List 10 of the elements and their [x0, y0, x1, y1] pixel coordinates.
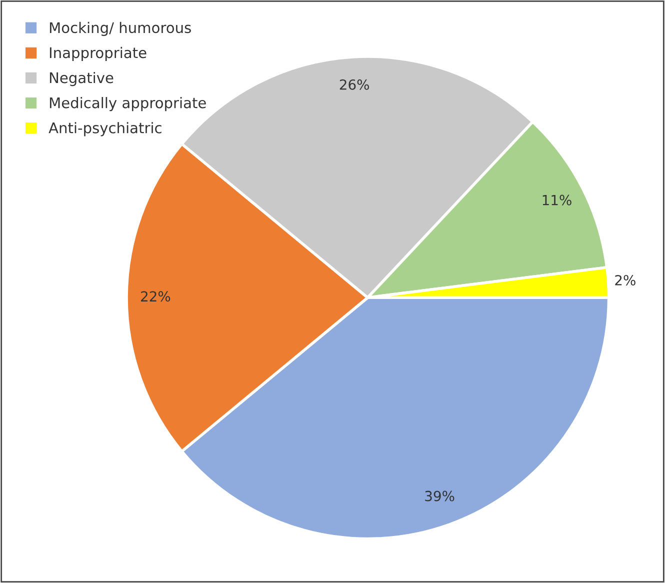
legend-label: Anti-psychiatric [48, 122, 162, 136]
data-label: 2% [615, 274, 636, 286]
legend-label: Mocking/ humorous [50, 22, 191, 36]
data-label: 39% [425, 490, 454, 502]
data-label: 22% [141, 291, 170, 302]
legend-label: Medically appropriate [50, 97, 206, 112]
legend-label: Negative [50, 72, 114, 86]
data-label: 26% [340, 79, 369, 90]
legend-label: Inappropriate [50, 46, 146, 62]
data-label: 11% [542, 194, 572, 206]
